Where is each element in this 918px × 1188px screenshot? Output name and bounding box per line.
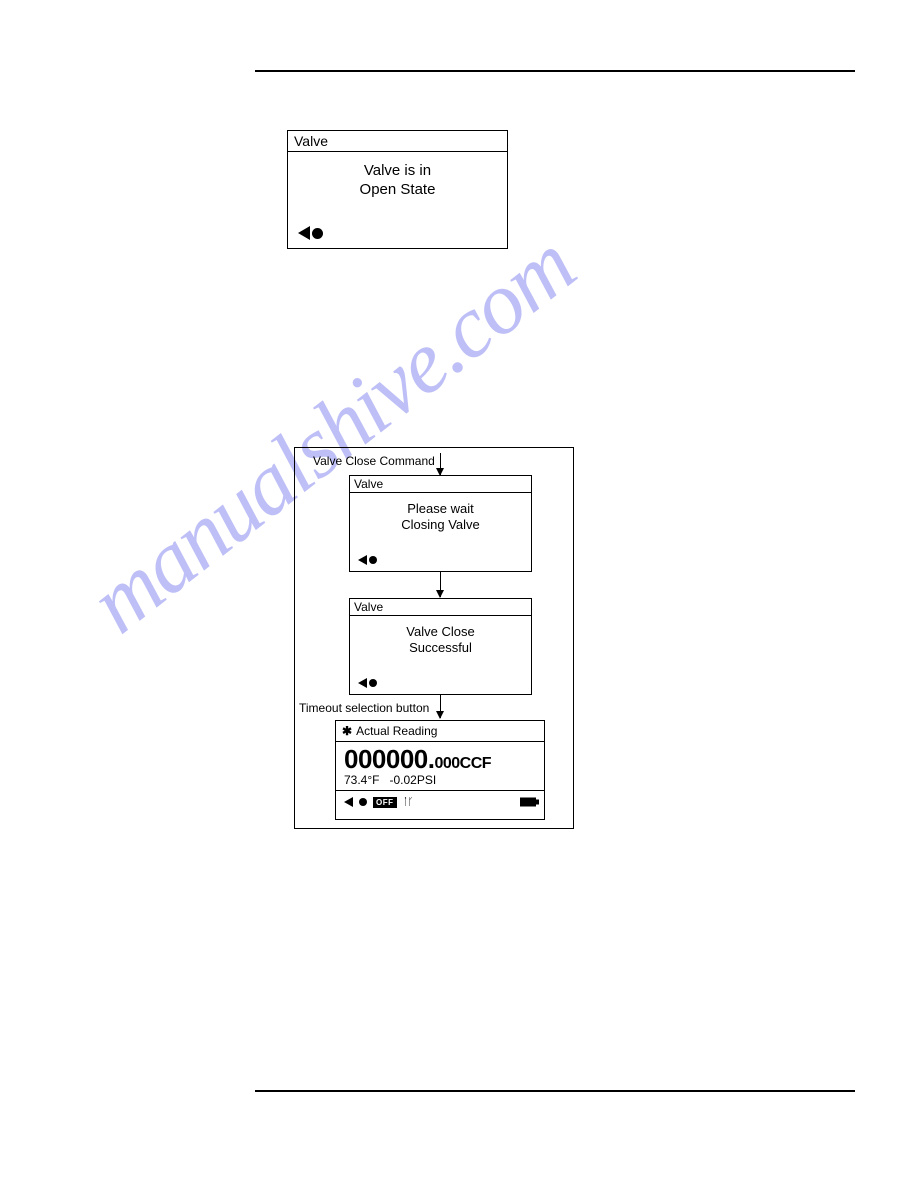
back-arrow-icon bbox=[358, 555, 367, 565]
reading-subline: 73.4°F -0.02PSI bbox=[344, 774, 536, 786]
flow-arrow-3 bbox=[440, 695, 441, 718]
reading-footer: OFF ᛙᚴ bbox=[336, 791, 544, 813]
bottom-rule bbox=[255, 1090, 855, 1092]
back-arrow-icon bbox=[358, 678, 367, 688]
valve-close-flow-diagram: Valve Close Command Valve Please wait Cl… bbox=[294, 447, 574, 829]
screen-message: Please wait Closing Valve bbox=[350, 493, 531, 534]
screen-message: Valve is in Open State bbox=[288, 152, 507, 200]
reading-psi: -0.02PSI bbox=[390, 773, 437, 787]
reading-title: Actual Reading bbox=[356, 724, 437, 738]
message-line-1: Please wait bbox=[350, 501, 531, 517]
message-line-2: Successful bbox=[350, 640, 531, 656]
select-dot-icon bbox=[369, 556, 377, 564]
flow-arrow-2 bbox=[440, 572, 441, 597]
message-line-2: Open State bbox=[288, 181, 507, 200]
reading-title-row: ✱ Actual Reading bbox=[336, 721, 544, 742]
select-dot-icon bbox=[312, 228, 323, 239]
flow-label-top: Valve Close Command bbox=[313, 454, 435, 468]
flow-arrow-1 bbox=[440, 453, 441, 475]
valve-state-screen: Valve Valve is in Open State bbox=[287, 130, 508, 249]
reading-small: 000CCF bbox=[434, 755, 491, 772]
back-arrow-icon bbox=[344, 797, 353, 807]
top-rule bbox=[255, 70, 855, 72]
off-badge: OFF bbox=[373, 797, 397, 808]
nav-indicator bbox=[358, 555, 377, 565]
reading-temp: 73.4°F bbox=[344, 773, 379, 787]
reading-body: 000000.000CCF 73.4°F -0.02PSI bbox=[336, 742, 544, 791]
back-arrow-icon bbox=[298, 226, 310, 240]
valve-wait-screen: Valve Please wait Closing Valve bbox=[349, 475, 532, 572]
select-dot-icon bbox=[369, 679, 377, 687]
nav-indicator bbox=[298, 226, 323, 240]
valve-success-screen: Valve Valve Close Successful bbox=[349, 598, 532, 695]
screen-title: Valve bbox=[288, 131, 507, 152]
message-line-2: Closing Valve bbox=[350, 517, 531, 533]
asterisk-icon: ✱ bbox=[342, 724, 352, 738]
antenna-icon: ᛙᚴ bbox=[403, 797, 413, 808]
screen-title: Valve bbox=[350, 599, 531, 616]
reading-big: 000000. bbox=[344, 744, 434, 774]
screen-title: Valve bbox=[350, 476, 531, 493]
battery-icon bbox=[520, 798, 536, 807]
reading-value: 000000.000CCF bbox=[344, 746, 536, 772]
actual-reading-screen: ✱ Actual Reading 000000.000CCF 73.4°F -0… bbox=[335, 720, 545, 820]
nav-indicator bbox=[358, 678, 377, 688]
message-line-1: Valve Close bbox=[350, 624, 531, 640]
screen-message: Valve Close Successful bbox=[350, 616, 531, 657]
flow-label-bottom: Timeout selection button bbox=[299, 701, 429, 715]
message-line-1: Valve is in bbox=[288, 162, 507, 181]
select-dot-icon bbox=[359, 798, 367, 806]
